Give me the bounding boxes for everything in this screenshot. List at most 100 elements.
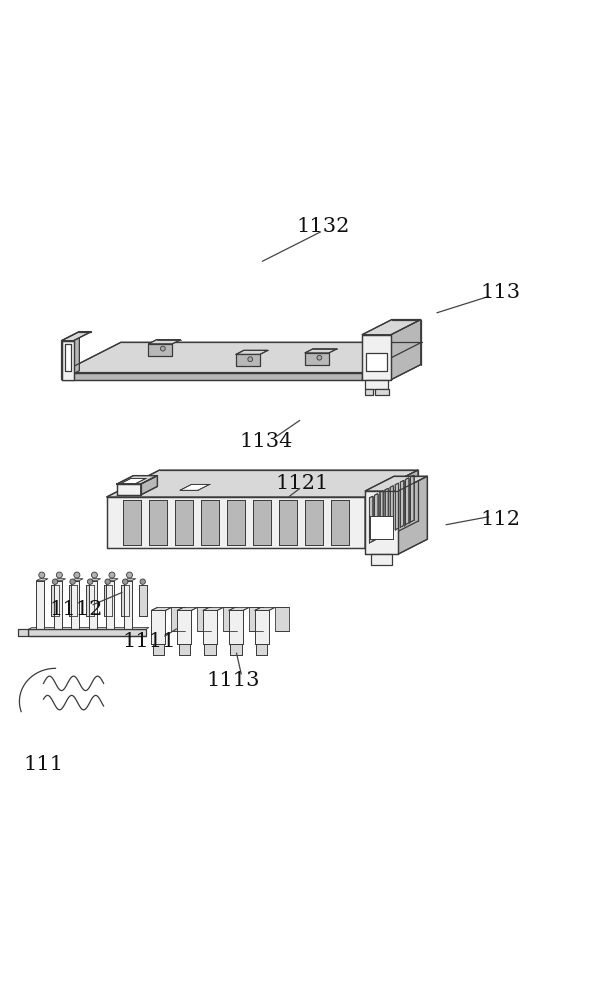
Polygon shape <box>86 585 94 616</box>
Polygon shape <box>365 491 398 554</box>
Polygon shape <box>279 500 297 545</box>
Polygon shape <box>305 500 323 545</box>
Polygon shape <box>106 581 114 629</box>
Polygon shape <box>121 478 146 483</box>
Polygon shape <box>62 332 79 380</box>
Polygon shape <box>398 476 427 554</box>
Circle shape <box>53 579 58 584</box>
Polygon shape <box>36 579 48 581</box>
Polygon shape <box>151 607 172 610</box>
Circle shape <box>70 579 76 584</box>
Circle shape <box>88 579 93 584</box>
Polygon shape <box>153 644 164 655</box>
Polygon shape <box>54 581 62 629</box>
Polygon shape <box>117 476 158 484</box>
Polygon shape <box>89 581 97 629</box>
Polygon shape <box>411 475 414 522</box>
Polygon shape <box>275 607 289 631</box>
Polygon shape <box>121 585 129 616</box>
Polygon shape <box>366 353 387 371</box>
Text: 1112: 1112 <box>50 600 103 619</box>
Polygon shape <box>369 496 373 543</box>
Text: 1113: 1113 <box>206 671 260 690</box>
Polygon shape <box>385 488 388 535</box>
Polygon shape <box>62 342 422 373</box>
Text: 1132: 1132 <box>297 217 350 236</box>
Polygon shape <box>305 349 337 353</box>
Polygon shape <box>106 470 418 497</box>
Polygon shape <box>71 581 79 629</box>
Polygon shape <box>197 607 211 631</box>
Polygon shape <box>201 500 219 545</box>
Polygon shape <box>89 579 101 581</box>
Polygon shape <box>62 373 362 380</box>
Circle shape <box>248 357 252 362</box>
Polygon shape <box>405 478 409 525</box>
Circle shape <box>109 572 115 578</box>
Polygon shape <box>177 607 198 610</box>
Polygon shape <box>18 629 28 636</box>
Polygon shape <box>175 500 193 545</box>
Polygon shape <box>255 607 275 610</box>
Polygon shape <box>203 607 223 610</box>
Polygon shape <box>249 607 263 631</box>
Circle shape <box>317 355 322 360</box>
Circle shape <box>140 579 146 584</box>
Polygon shape <box>365 389 373 395</box>
Polygon shape <box>365 470 418 548</box>
Polygon shape <box>203 610 217 644</box>
Circle shape <box>105 579 111 584</box>
Circle shape <box>123 579 128 584</box>
Polygon shape <box>255 610 269 644</box>
Polygon shape <box>124 581 132 629</box>
Polygon shape <box>141 476 158 495</box>
Polygon shape <box>62 332 91 341</box>
Text: 1134: 1134 <box>239 432 292 451</box>
Polygon shape <box>139 585 147 616</box>
Circle shape <box>126 572 132 578</box>
Polygon shape <box>54 579 66 581</box>
Polygon shape <box>365 476 427 491</box>
Polygon shape <box>371 554 392 565</box>
Polygon shape <box>253 500 271 545</box>
Polygon shape <box>171 607 185 631</box>
Polygon shape <box>151 610 165 644</box>
Text: 1121: 1121 <box>275 474 329 493</box>
Polygon shape <box>106 579 118 581</box>
Polygon shape <box>365 380 388 389</box>
Polygon shape <box>374 494 378 540</box>
Polygon shape <box>395 483 399 530</box>
Polygon shape <box>123 500 141 545</box>
Polygon shape <box>223 607 237 631</box>
Polygon shape <box>229 610 243 644</box>
Polygon shape <box>229 607 249 610</box>
Polygon shape <box>305 353 329 365</box>
Polygon shape <box>391 320 421 380</box>
Circle shape <box>56 572 62 578</box>
Circle shape <box>39 572 45 578</box>
Polygon shape <box>331 500 349 545</box>
Polygon shape <box>204 644 216 655</box>
Polygon shape <box>256 644 268 655</box>
Polygon shape <box>28 629 146 636</box>
Polygon shape <box>124 579 136 581</box>
Polygon shape <box>230 644 242 655</box>
Polygon shape <box>106 497 365 548</box>
Text: 1111: 1111 <box>122 632 175 651</box>
Polygon shape <box>149 340 181 344</box>
Polygon shape <box>179 644 190 655</box>
Polygon shape <box>400 480 403 527</box>
Polygon shape <box>104 585 112 616</box>
Polygon shape <box>390 486 393 532</box>
Polygon shape <box>177 610 191 644</box>
Circle shape <box>74 572 80 578</box>
Polygon shape <box>51 585 59 616</box>
Polygon shape <box>380 491 383 538</box>
Text: 112: 112 <box>480 510 521 529</box>
Polygon shape <box>149 500 167 545</box>
Circle shape <box>91 572 97 578</box>
Polygon shape <box>36 581 44 629</box>
Polygon shape <box>375 389 388 395</box>
Polygon shape <box>362 335 391 380</box>
Polygon shape <box>180 484 210 490</box>
